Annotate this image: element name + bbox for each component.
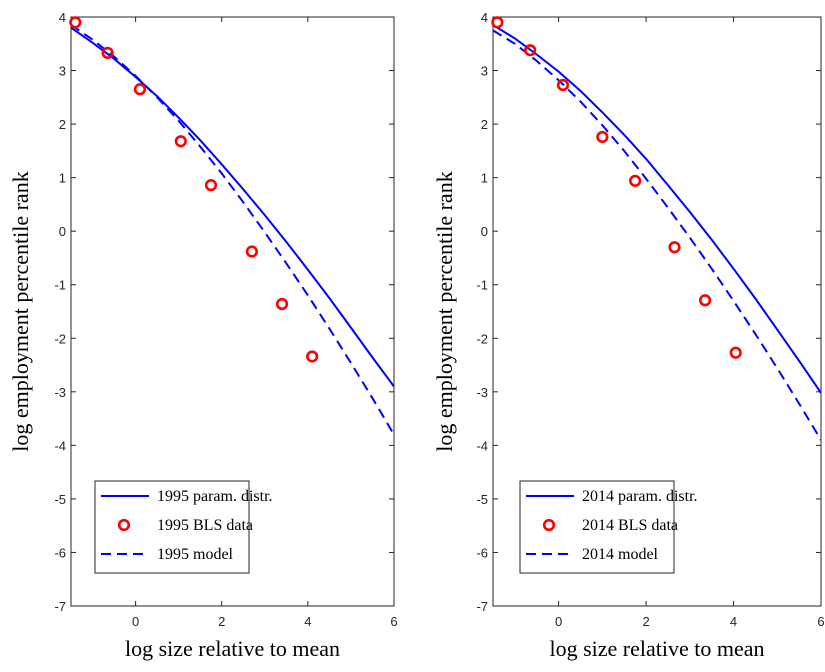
y-tick-label: -6 <box>54 545 66 560</box>
x-tick-label: 4 <box>304 614 311 629</box>
y-tick-label: 4 <box>59 10 66 25</box>
data-point-bls <box>491 16 504 29</box>
y-tick-label: 2 <box>481 117 488 132</box>
y-tick-label: 0 <box>59 224 66 239</box>
data-point-bls <box>629 174 642 187</box>
y-tick-label: -3 <box>54 385 66 400</box>
legend-label: 1995 BLS data <box>157 517 253 534</box>
legend-label: 2014 param. distr. <box>582 488 698 505</box>
y-tick-label: 0 <box>481 224 488 239</box>
data-point-bls <box>69 16 82 29</box>
y-tick-label: 1 <box>59 171 66 186</box>
data-point-bls <box>245 245 258 258</box>
y-tick-label: -4 <box>54 438 66 453</box>
x-tick-label: 4 <box>730 614 737 629</box>
plot-area-frame <box>70 16 395 607</box>
y-tick-label: -1 <box>54 278 66 293</box>
data-point-bls <box>101 46 114 59</box>
y-tick-label: -5 <box>476 492 488 507</box>
x-axis-label: log size relative to mean <box>549 636 764 661</box>
legend-label: 2014 model <box>582 546 659 563</box>
legend-marker-bls <box>117 518 131 532</box>
data-point-bls <box>275 297 289 311</box>
data-point-bls <box>174 135 187 148</box>
series-line-param-distr <box>71 26 394 388</box>
data-layer <box>71 24 394 436</box>
series-line-model <box>493 29 821 441</box>
data-point-bls <box>524 44 537 57</box>
legend: 1995 param. distr. 1995 BLS data 1995 mode… <box>94 480 273 574</box>
legend-marker-bls <box>542 518 556 532</box>
y-axis-label: log employment percentile rank <box>432 171 457 451</box>
x-tick-label: 6 <box>390 614 397 629</box>
y-tick-label: 3 <box>481 64 488 79</box>
chart-panel-2: -7 -6 -5 -4 -3 -2 -1 0 1 2 3 4 0 2 4 6 log size relative… <box>432 10 825 661</box>
y-tick-label: 2 <box>59 117 66 132</box>
x-axis-label: log size relative to mean <box>125 636 340 661</box>
y-tick-label: -4 <box>476 438 488 453</box>
x-tick-label: 6 <box>817 614 824 629</box>
data-point-bls <box>204 179 218 192</box>
data-point-bls <box>556 78 570 92</box>
x-tick-label: 2 <box>642 614 649 629</box>
y-tick-label: 1 <box>481 171 488 186</box>
x-tick-label: 0 <box>555 614 562 629</box>
data-point-bls <box>596 130 609 144</box>
y-axis-label: log employment percentile rank <box>8 171 33 451</box>
legend-label: 1995 param. distr. <box>157 488 273 505</box>
data-point-bls <box>729 346 742 359</box>
data-point-bls <box>699 294 712 307</box>
y-tick-label: -7 <box>54 599 66 614</box>
series-line-model <box>71 24 394 436</box>
series-line-param-distr <box>493 24 821 394</box>
x-tick-label: 2 <box>218 614 225 629</box>
y-tick-label: -3 <box>476 385 488 400</box>
y-tick-label: 3 <box>59 64 66 79</box>
plot-area-frame <box>492 16 822 607</box>
y-tick-label: -6 <box>476 545 488 560</box>
legend-label: 1995 model <box>157 546 234 563</box>
data-point-bls <box>668 241 681 254</box>
data-point-bls <box>133 83 147 96</box>
legend: 2014 param. distr. 2014 BLS data 2014 mode… <box>519 480 698 574</box>
y-tick-label: -1 <box>476 278 488 293</box>
y-tick-label: -2 <box>54 331 66 346</box>
data-layer <box>493 24 821 441</box>
y-tick-label: -2 <box>476 331 488 346</box>
y-tick-label: -7 <box>476 599 488 614</box>
y-tick-label: -5 <box>54 492 66 507</box>
legend-label: 2014 BLS data <box>582 517 678 534</box>
data-point-bls <box>306 350 319 363</box>
x-tick-label: 0 <box>132 614 139 629</box>
y-tick-label: 4 <box>481 10 488 25</box>
chart-panel-1: -7 -6 -5 -4 -3 -2 -1 0 1 2 3 4 0 2 4 6 log size relative… <box>8 10 398 661</box>
